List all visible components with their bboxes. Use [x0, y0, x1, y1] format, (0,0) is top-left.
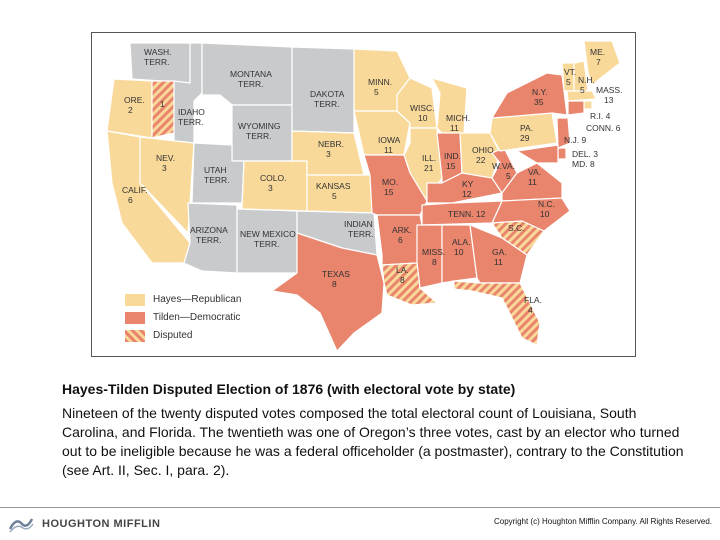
label-indian: INDIAN TERR. [344, 219, 374, 239]
legend-swatch-disputed [125, 330, 145, 342]
logo-text: HOUGHTON MIFFLIN [42, 518, 161, 530]
label-calif: CALIF. 6 [122, 185, 148, 205]
label-idaho: IDAHO TERR. [178, 107, 205, 127]
copyright-notice: Copyright (c) Houghton Mifflin Company. … [493, 517, 712, 526]
publisher-logo: HOUGHTON MIFFLIN [8, 513, 188, 535]
label-colo: COLO. 3 [260, 173, 286, 193]
label-miss: MISS. 8 [422, 247, 445, 267]
label-ore: ORE. 2 [124, 95, 145, 115]
houghton-mifflin-logo-icon [8, 518, 34, 533]
state-conn [567, 100, 585, 116]
label-la: LA. 8 [396, 265, 409, 285]
us-map-svg: WASH. TERR. ORE. 2 1 IDAHO TERR. MONTANA TER… [106, 40, 622, 352]
label-nc: N.C. 10 [538, 199, 555, 219]
label-mich: MICH. 11 [446, 113, 470, 133]
label-nj: N.J. 9 [564, 135, 586, 145]
label-tenn: TENN. 12 [448, 209, 486, 219]
state-iowa [353, 110, 411, 156]
label-ore-disputed: 1 [160, 99, 165, 109]
label-sc: S.C. [508, 223, 525, 233]
figure-caption: Nineteen of the twenty disputed votes co… [62, 405, 684, 478]
label-ala: ALA. 10 [452, 237, 470, 257]
state-miss [416, 224, 443, 289]
label-ind: IND. 15 [444, 151, 461, 171]
legend-item-hayes: Hayes—Republican [125, 291, 261, 309]
state-ny [491, 72, 568, 119]
state-del [557, 147, 567, 160]
map-legend: Hayes—Republican Tilden—Democratic Dispu… [125, 291, 261, 345]
state-fla [453, 280, 541, 346]
label-arizona: ARIZONA TERR. [190, 225, 228, 245]
state-texas [271, 232, 385, 352]
label-ri: R.I. 4 [590, 111, 611, 121]
state-colo [241, 160, 308, 212]
state-arizona [183, 202, 238, 274]
label-me: ME. 7 [590, 47, 605, 67]
label-utah: UTAH TERR. [204, 165, 230, 185]
state-nev [139, 136, 195, 234]
label-montana: MONTANA TERR. [230, 69, 272, 89]
label-minn: MINN. 5 [368, 77, 392, 97]
legend-item-tilden: Tilden—Democratic [125, 309, 261, 327]
state-ala [441, 224, 478, 284]
election-map: WASH. TERR. ORE. 2 1 IDAHO TERR. MONTANA TER… [91, 32, 636, 357]
label-ohio: OHIO 22 [472, 145, 494, 165]
state-sc [491, 220, 545, 256]
label-mo: MO. 15 [382, 177, 398, 197]
footer-divider [0, 507, 720, 508]
state-ore-disputed [151, 80, 175, 139]
label-iowa: IOWA 11 [378, 135, 401, 155]
state-nj [556, 117, 571, 149]
label-ky: KY 12 [462, 179, 474, 199]
label-ark: ARK. 6 [392, 225, 412, 245]
label-conn: CONN. 6 [586, 123, 621, 133]
state-pa [489, 112, 558, 152]
legend-item-disputed: Disputed [125, 327, 261, 345]
label-wyoming: WYOMING TERR. [238, 121, 281, 141]
state-mass [566, 90, 597, 102]
label-pa: PA. 29 [520, 123, 533, 143]
legend-label-hayes: Hayes—Republican [153, 294, 242, 305]
label-va: VA. 11 [528, 167, 541, 187]
legend-label-disputed: Disputed [153, 330, 193, 341]
label-wisc: WISC. 10 [410, 103, 435, 123]
label-nh: N.H. 5 [578, 75, 595, 95]
label-fla: FLA. 4 [524, 295, 542, 315]
state-ri [583, 100, 593, 110]
state-me [583, 40, 621, 86]
label-ga: GA. 11 [492, 247, 507, 267]
legend-swatch-republican [125, 294, 145, 306]
label-wash: WASH. TERR. [144, 47, 172, 67]
label-nebr: NEBR. 3 [318, 139, 344, 159]
label-vt: VT. 5 [564, 67, 576, 87]
state-md [516, 144, 559, 164]
label-del: DEL. 3 [572, 149, 598, 159]
legend-swatch-democratic [125, 312, 145, 324]
state-la [381, 262, 438, 306]
state-tenn [421, 200, 503, 226]
figure-title: Hayes-Tilden Disputed Election of 1876 (… [62, 381, 516, 397]
label-texas: TEXAS 8 [322, 269, 350, 289]
label-mass: MASS. 13 [596, 85, 622, 105]
label-md: MD. 8 [572, 159, 595, 169]
legend-label-tilden: Tilden—Democratic [153, 312, 241, 323]
label-wva: W.VA. 5 [492, 161, 515, 181]
label-nev: NEV. 3 [156, 153, 175, 173]
label-ill: ILL. 21 [422, 153, 436, 173]
label-newmexico: NEW MEXICO TERR. [240, 229, 296, 249]
label-kansas: KANSAS 5 [316, 181, 351, 201]
label-ny: N.Y. 35 [532, 87, 547, 107]
label-dakota: DAKOTA TERR. [310, 89, 345, 109]
